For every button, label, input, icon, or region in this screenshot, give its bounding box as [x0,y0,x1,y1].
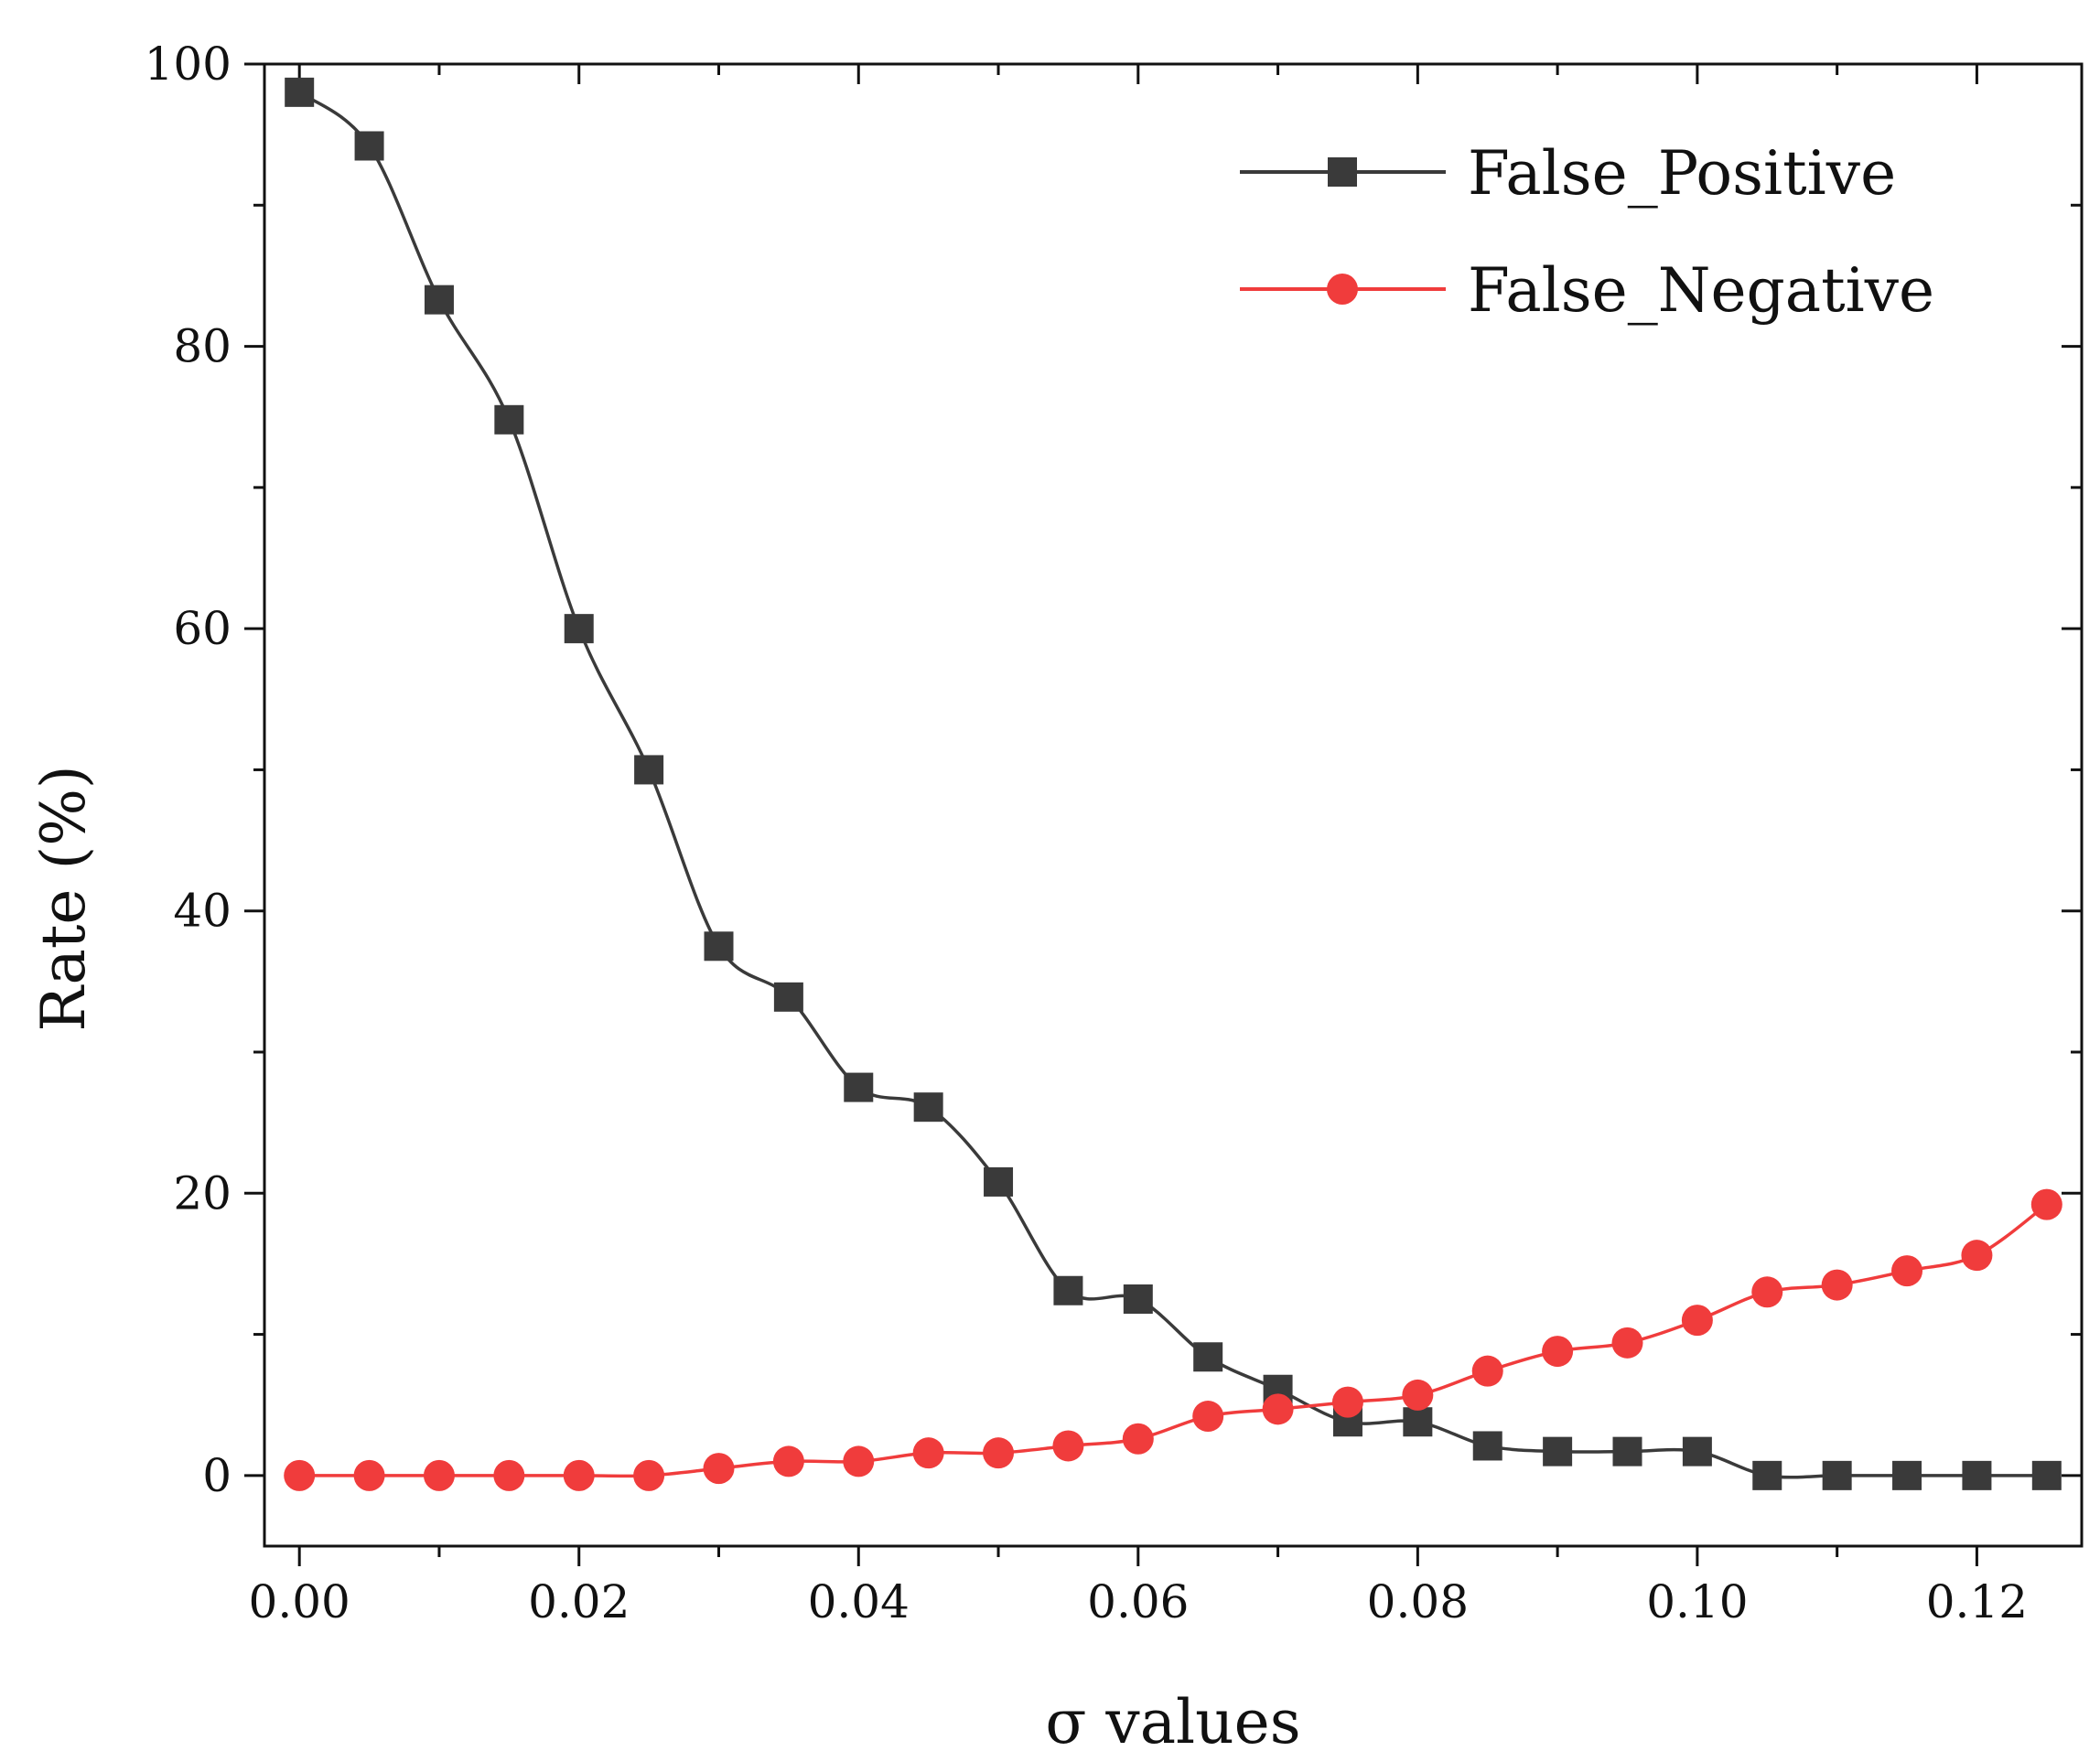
data-point-false-positive [844,1073,873,1102]
x-tick-label: 0.10 [1646,1575,1748,1628]
data-point-false-negative [773,1445,804,1477]
data-point-false-positive [1543,1437,1572,1467]
legend-label-false-positive: False_Positive [1468,138,1896,209]
y-axis-title: Rate (%) [28,765,99,1031]
data-point-false-negative [1961,1240,1992,1271]
data-point-false-negative [1052,1430,1083,1461]
data-point-false-positive [914,1092,943,1122]
y-tick-label: 100 [145,38,232,91]
data-point-false-positive [1473,1431,1502,1460]
data-point-false-positive [425,285,454,315]
x-tick-label: 0.04 [808,1575,910,1628]
y-tick-label: 20 [173,1166,232,1219]
x-tick-label: 0.06 [1087,1575,1189,1628]
y-tick-label: 60 [173,602,232,655]
data-point-false-positive [285,78,314,107]
data-point-false-positive [565,614,594,643]
data-point-false-positive [1403,1407,1432,1436]
data-point-false-negative [1751,1276,1782,1307]
x-tick-label: 0.12 [1926,1575,2028,1628]
data-point-false-positive [634,755,663,784]
legend-marker-false-negative [1327,274,1358,305]
y-tick-label: 0 [202,1449,232,1502]
data-point-false-negative [2031,1189,2062,1220]
data-point-false-negative [1402,1380,1433,1411]
data-point-false-negative [1332,1387,1363,1418]
data-point-false-negative [913,1437,944,1468]
data-point-false-positive [774,983,803,1012]
data-point-false-negative [1123,1424,1154,1455]
x-tick-label: 0.00 [249,1575,350,1628]
data-point-false-negative [493,1460,524,1491]
data-point-false-positive [494,405,523,435]
data-point-false-negative [1822,1270,1853,1301]
data-point-false-negative [633,1460,664,1491]
legend-marker-false-positive [1328,157,1357,187]
data-point-false-negative [1192,1401,1223,1432]
legend: False_Positive False_Negative [1240,138,1934,326]
data-point-false-positive [1752,1461,1782,1490]
data-point-false-positive [984,1167,1013,1197]
data-point-false-negative [1891,1255,1922,1286]
data-point-false-positive [355,131,384,160]
data-point-false-positive [1193,1342,1222,1371]
data-point-false-positive [1962,1461,1991,1490]
data-point-false-negative [1542,1336,1573,1367]
data-point-false-positive [1124,1284,1153,1314]
x-axis-title: σ values [1045,1687,1300,1757]
data-point-false-negative [1472,1356,1503,1387]
data-point-false-positive [1053,1276,1082,1305]
y-tick-label: 80 [173,320,232,373]
data-point-false-negative [1682,1305,1713,1336]
data-point-false-positive [1823,1461,1852,1490]
chart: 0.00 0.02 0.04 0.06 0.08 0.10 0.12 0 20 40 60 80 100… [0,0,2100,1762]
data-point-false-positive [1613,1437,1642,1467]
data-point-false-negative [284,1460,315,1491]
y-tick-label: 40 [173,885,232,938]
data-point-false-negative [424,1460,455,1491]
data-point-false-positive [705,931,734,961]
data-point-false-negative [1263,1393,1294,1424]
data-point-false-positive [1892,1461,1922,1490]
legend-label-false-negative: False_Negative [1468,255,1934,326]
data-point-false-positive [1683,1437,1712,1467]
data-point-false-negative [564,1460,595,1491]
data-point-false-positive [2032,1461,2062,1490]
data-point-false-negative [1612,1327,1643,1359]
data-point-false-negative [704,1453,735,1484]
series-line-false-negative [299,1205,2047,1477]
x-tick-label: 0.08 [1367,1575,1469,1628]
x-tick-label: 0.02 [528,1575,630,1628]
data-point-false-negative [843,1445,874,1477]
data-point-false-negative [983,1437,1014,1468]
data-point-false-negative [354,1460,385,1491]
